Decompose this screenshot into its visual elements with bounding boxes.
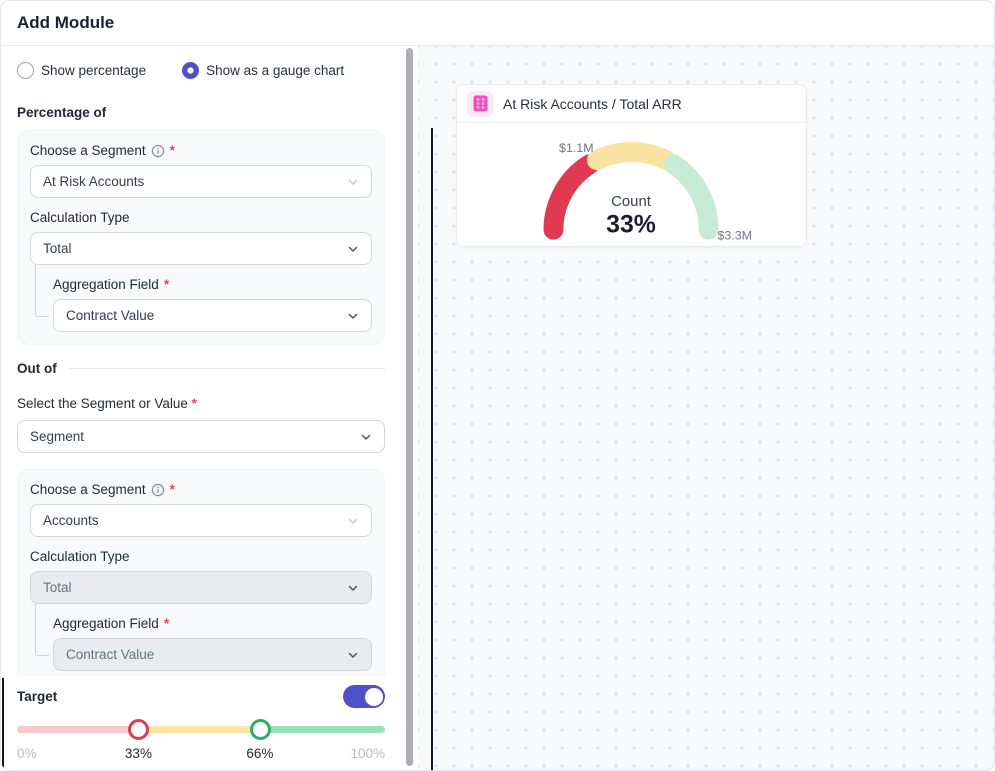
dialog-title: Add Module <box>17 13 115 32</box>
dialog-header: Add Module <box>1 1 994 46</box>
panel-resize-divider[interactable] <box>431 128 433 770</box>
gauge-chart: $1.1M $3.3M Count 33% <box>457 123 806 246</box>
gauge-segment-red <box>543 154 600 240</box>
denominator-card: Choose a Segment * Accounts Calculati <box>17 469 385 684</box>
gauge-segment-green <box>663 154 719 240</box>
choose-segment-label: Choose a Segment * <box>30 143 175 158</box>
required-asterisk: * <box>163 277 170 292</box>
radio-show-percentage-label: Show percentage <box>41 63 147 78</box>
calc-type-label: Calculation Type <box>30 549 130 564</box>
chevron-down-icon <box>360 431 372 443</box>
calc-type-select-disabled[interactable]: Total <box>30 571 372 604</box>
chevron-down-icon <box>347 649 359 661</box>
required-asterisk: * <box>169 143 175 158</box>
chevron-down-icon <box>347 582 359 594</box>
segment-select[interactable]: Accounts <box>30 504 372 537</box>
tick-33: 33% <box>124 746 152 761</box>
toggle-knob <box>364 687 383 706</box>
slider-handle-low[interactable] <box>128 719 150 740</box>
tick-0: 0% <box>17 746 37 761</box>
info-icon[interactable] <box>151 144 165 158</box>
footer-left-edge-line <box>2 678 4 770</box>
vertical-scrollbar[interactable] <box>406 48 413 766</box>
slider-track[interactable] <box>17 726 385 733</box>
agg-field-label: Aggregation Field * <box>53 616 170 631</box>
target-label: Target <box>17 689 58 704</box>
calc-type-select[interactable]: Total <box>30 232 372 265</box>
choose-segment-label: Choose a Segment * <box>30 482 175 497</box>
preview-card: At Risk Accounts / Total ARR $1.1M $3.3M… <box>456 84 807 247</box>
preview-card-title: At Risk Accounts / Total ARR <box>503 95 682 112</box>
radio-selected-icon[interactable] <box>182 62 200 79</box>
radio-show-gauge[interactable]: Show as a gauge chart <box>182 62 344 79</box>
module-config-panel: Show percentage Show as a gauge chart Pe… <box>1 46 401 770</box>
divider-line <box>68 368 385 369</box>
segment-or-value-select[interactable]: Segment <box>17 420 385 453</box>
radio-show-gauge-label: Show as a gauge chart <box>206 63 345 78</box>
display-mode-radio-group: Show percentage Show as a gauge chart <box>17 62 385 79</box>
out-of-heading: Out of <box>17 361 385 376</box>
gauge-segment-yellow <box>586 142 677 171</box>
chevron-down-icon <box>347 243 359 255</box>
slider-handle-high[interactable] <box>249 719 271 740</box>
percentage-of-heading: Percentage of <box>17 105 107 120</box>
chevron-down-icon <box>347 515 359 527</box>
segment-or-value-label: Select the Segment or Value * <box>17 396 197 411</box>
agg-field-select[interactable]: Contract Value <box>53 299 372 332</box>
gauge-metric-label: Count <box>611 194 652 210</box>
required-asterisk: * <box>163 616 170 631</box>
gauge-value: 33% <box>606 212 656 239</box>
segment-select[interactable]: At Risk Accounts <box>30 165 372 198</box>
agg-field-label: Aggregation Field * <box>53 277 170 292</box>
required-asterisk: * <box>191 396 197 411</box>
radio-unselected-icon[interactable] <box>17 62 34 79</box>
info-icon[interactable] <box>151 483 165 497</box>
nesting-connector-line <box>35 265 49 317</box>
chevron-down-icon <box>347 176 359 188</box>
preview-card-header: At Risk Accounts / Total ARR <box>457 85 806 123</box>
slider-tick-labels: 0% 33% 66% 100% <box>17 746 385 764</box>
numerator-card: Choose a Segment * At Risk Accounts C <box>17 130 385 345</box>
nesting-connector-line <box>35 604 49 656</box>
calc-type-label: Calculation Type <box>30 210 130 225</box>
gauge-max-label: $3.3M <box>718 229 752 243</box>
tick-66: 66% <box>246 746 274 761</box>
target-threshold-slider <box>17 719 385 740</box>
module-grid-icon <box>467 90 493 117</box>
required-asterisk: * <box>169 482 175 497</box>
tick-100: 100% <box>350 746 385 761</box>
gauge-threshold-label: $1.1M <box>559 141 593 155</box>
target-toggle[interactable] <box>343 685 385 708</box>
chevron-down-icon <box>347 310 359 322</box>
target-section: Target 0% 33% 66% 100% <box>1 676 401 770</box>
module-preview-panel: At Risk Accounts / Total ARR $1.1M $3.3M… <box>418 46 994 770</box>
radio-show-percentage[interactable]: Show percentage <box>17 62 146 79</box>
agg-field-select-disabled[interactable]: Contract Value <box>53 638 372 671</box>
